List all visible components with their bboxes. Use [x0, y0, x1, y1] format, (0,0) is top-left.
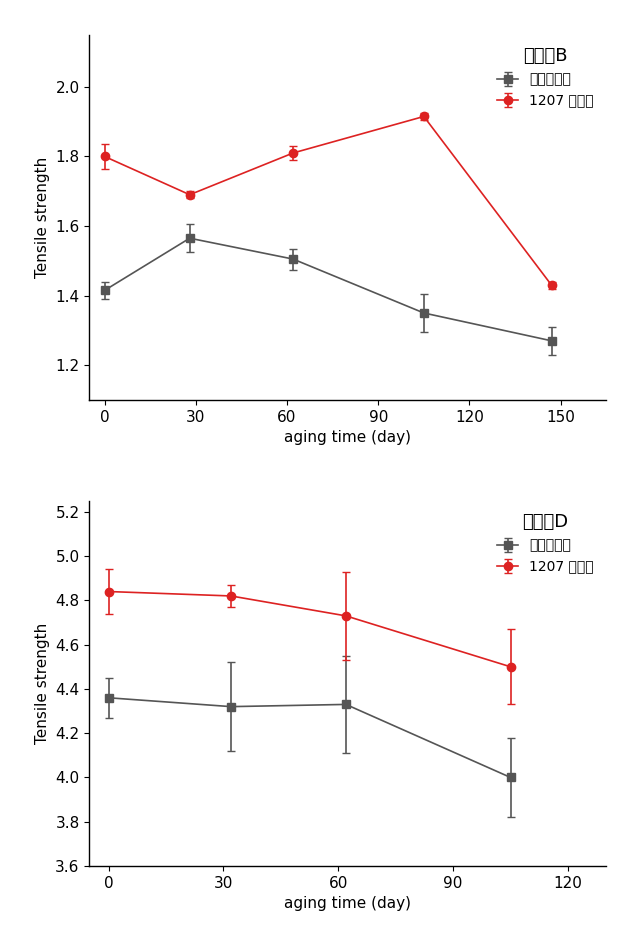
Legend: 초기측정값, 1207 측정값: 초기측정값, 1207 측정값	[492, 508, 599, 579]
Y-axis label: Tensile strength: Tensile strength	[35, 157, 50, 278]
X-axis label: aging time (day): aging time (day)	[285, 430, 412, 446]
Legend: 초기측정값, 1207 측정값: 초기측정값, 1207 측정값	[492, 42, 599, 113]
X-axis label: aging time (day): aging time (day)	[285, 896, 412, 911]
Y-axis label: Tensile strength: Tensile strength	[35, 622, 50, 744]
